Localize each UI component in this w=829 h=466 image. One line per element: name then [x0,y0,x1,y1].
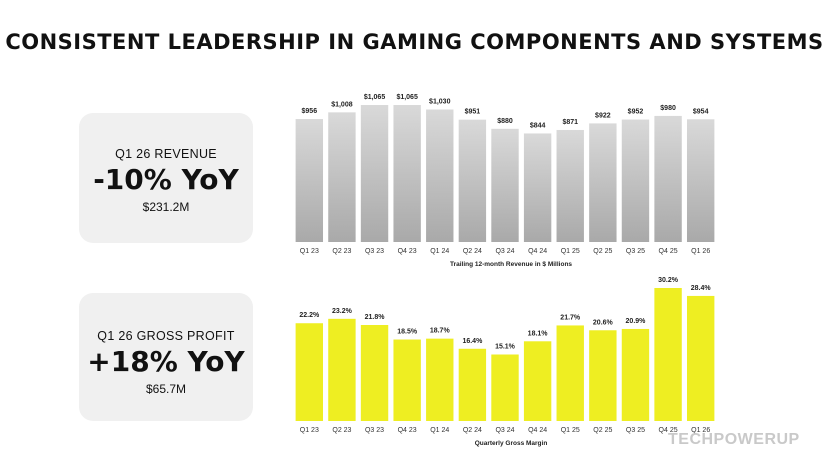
revenue-tick-label: Q4 25 [659,248,678,255]
gross-margin-data-label: 18.5% [397,329,418,336]
revenue-data-label: $1,008 [331,101,353,108]
revenue-bar [458,119,487,242]
gross-margin-data-label: 20.6% [593,319,614,326]
revenue-bar [426,109,454,242]
revenue-data-label: $956 [302,108,318,115]
revenue-bar [393,105,421,242]
revenue-bar [491,128,519,242]
gross-margin-data-label: 22.2% [299,312,320,319]
gross-margin-bar [458,348,487,421]
gross-margin-tick-label: Q2 23 [332,427,351,434]
revenue-bar [589,123,617,242]
revenue-tick-label: Q2 24 [463,248,482,255]
gross-margin-data-label: 30.2% [658,277,679,284]
gross-margin-tick-label: Q3 23 [365,427,384,434]
gross-margin-tick-label: Q1 23 [300,427,319,434]
revenue-tick-label: Q1 26 [691,248,710,255]
revenue-card-label: Q1 26 REVENUE [115,147,217,161]
gross-margin-tick-label: Q1 25 [561,427,580,434]
revenue-tick-label: Q4 23 [398,248,417,255]
gross-profit-stat-card: Q1 26 GROSS PROFIT +18% YoY $65.7M [79,293,253,421]
revenue-amount: $231.2M [142,200,190,214]
revenue-data-label: $1,065 [364,94,386,101]
revenue-bar-chart: $956 Q1 23 $1,008 Q2 23 $1,065 Q3 23 $1,065 Q4 … [295,94,715,268]
gross-margin-bar [589,330,617,421]
revenue-data-label: $1,030 [429,99,451,106]
gross-margin-data-label: 21.7% [560,314,581,321]
gross-margin-data-label: 18.7% [430,328,451,335]
revenue-tick-label: Q1 24 [430,248,449,255]
gross-margin-bar [654,288,682,421]
revenue-bar [686,119,715,242]
page-title: CONSISTENT LEADERSHIP IN GAMING COMPONEN… [5,30,824,54]
revenue-tick-label: Q4 24 [528,248,547,255]
revenue-data-label: $922 [595,112,611,119]
revenue-data-label: $951 [465,109,481,116]
revenue-data-label: $880 [497,118,513,125]
revenue-data-label: $952 [628,109,644,116]
profit-amount: $65.7M [145,382,187,396]
gross-margin-tick-label: Q4 24 [528,427,547,434]
revenue-tick-label: Q2 25 [593,248,612,255]
gross-margin-bar [523,341,552,421]
revenue-tick-label: Q1 25 [561,248,580,255]
gross-margin-bar-chart: 22.2% Q1 23 23.2% Q2 23 21.8% Q3 23 18.5% Q4 23… [295,277,715,447]
gross-margin-bar [295,323,324,421]
revenue-bar [523,133,552,242]
gross-margin-data-label: 23.2% [332,308,353,315]
profit-yoy-value: +18% YoY [87,345,245,378]
gross-margin-tick-label: Q3 25 [626,427,645,434]
gross-margin-tick-label: Q4 23 [398,427,417,434]
gross-margin-bar [621,328,650,421]
gross-margin-bar [328,318,356,421]
gross-margin-data-label: 28.4% [691,285,712,292]
gross-margin-bar [426,338,454,421]
gross-margin-data-label: 20.9% [626,318,647,325]
gross-margin-tick-label: Q2 25 [593,427,612,434]
gross-margin-bar [491,354,519,421]
gross-margin-data-label: 18.1% [528,330,549,337]
gross-margin-data-label: 15.1% [495,344,516,351]
revenue-data-label: $980 [660,105,676,112]
gross-margin-axis-label: Quarterly Gross Margin [475,440,548,447]
revenue-axis-label: Trailing 12-month Revenue in $ Millions [450,261,572,268]
revenue-bar [621,119,650,242]
revenue-yoy-value: -10% YoY [93,163,239,196]
gross-margin-data-label: 16.4% [462,338,483,345]
revenue-data-label: $1,065 [396,94,418,101]
gross-margin-tick-label: Q4 25 [659,427,678,434]
profit-card-label: Q1 26 GROSS PROFIT [97,329,235,343]
gross-margin-tick-label: Q3 24 [495,427,514,434]
gross-margin-bar [360,324,389,421]
revenue-data-label: $954 [693,108,709,115]
revenue-bar [654,115,682,242]
gross-margin-bar [686,295,715,421]
revenue-data-label: $844 [530,122,546,129]
gross-margin-tick-label: Q1 26 [691,427,710,434]
gross-margin-data-label: 21.8% [365,314,386,321]
revenue-bar [295,119,324,242]
revenue-tick-label: Q3 25 [626,248,645,255]
revenue-tick-label: Q2 23 [332,248,351,255]
gross-margin-tick-label: Q2 24 [463,427,482,434]
gross-margin-bar [556,325,584,421]
revenue-bar [360,105,389,242]
revenue-tick-label: Q1 23 [300,248,319,255]
revenue-bar [556,129,584,242]
revenue-data-label: $871 [562,119,578,126]
revenue-tick-label: Q3 24 [495,248,514,255]
gross-margin-tick-label: Q1 24 [430,427,449,434]
revenue-bar [328,112,356,242]
watermark-logo: TECHPOWERUP [668,431,800,448]
revenue-tick-label: Q3 23 [365,248,384,255]
revenue-stat-card: Q1 26 REVENUE -10% YoY $231.2M [79,113,253,243]
gross-margin-bar [393,339,421,421]
